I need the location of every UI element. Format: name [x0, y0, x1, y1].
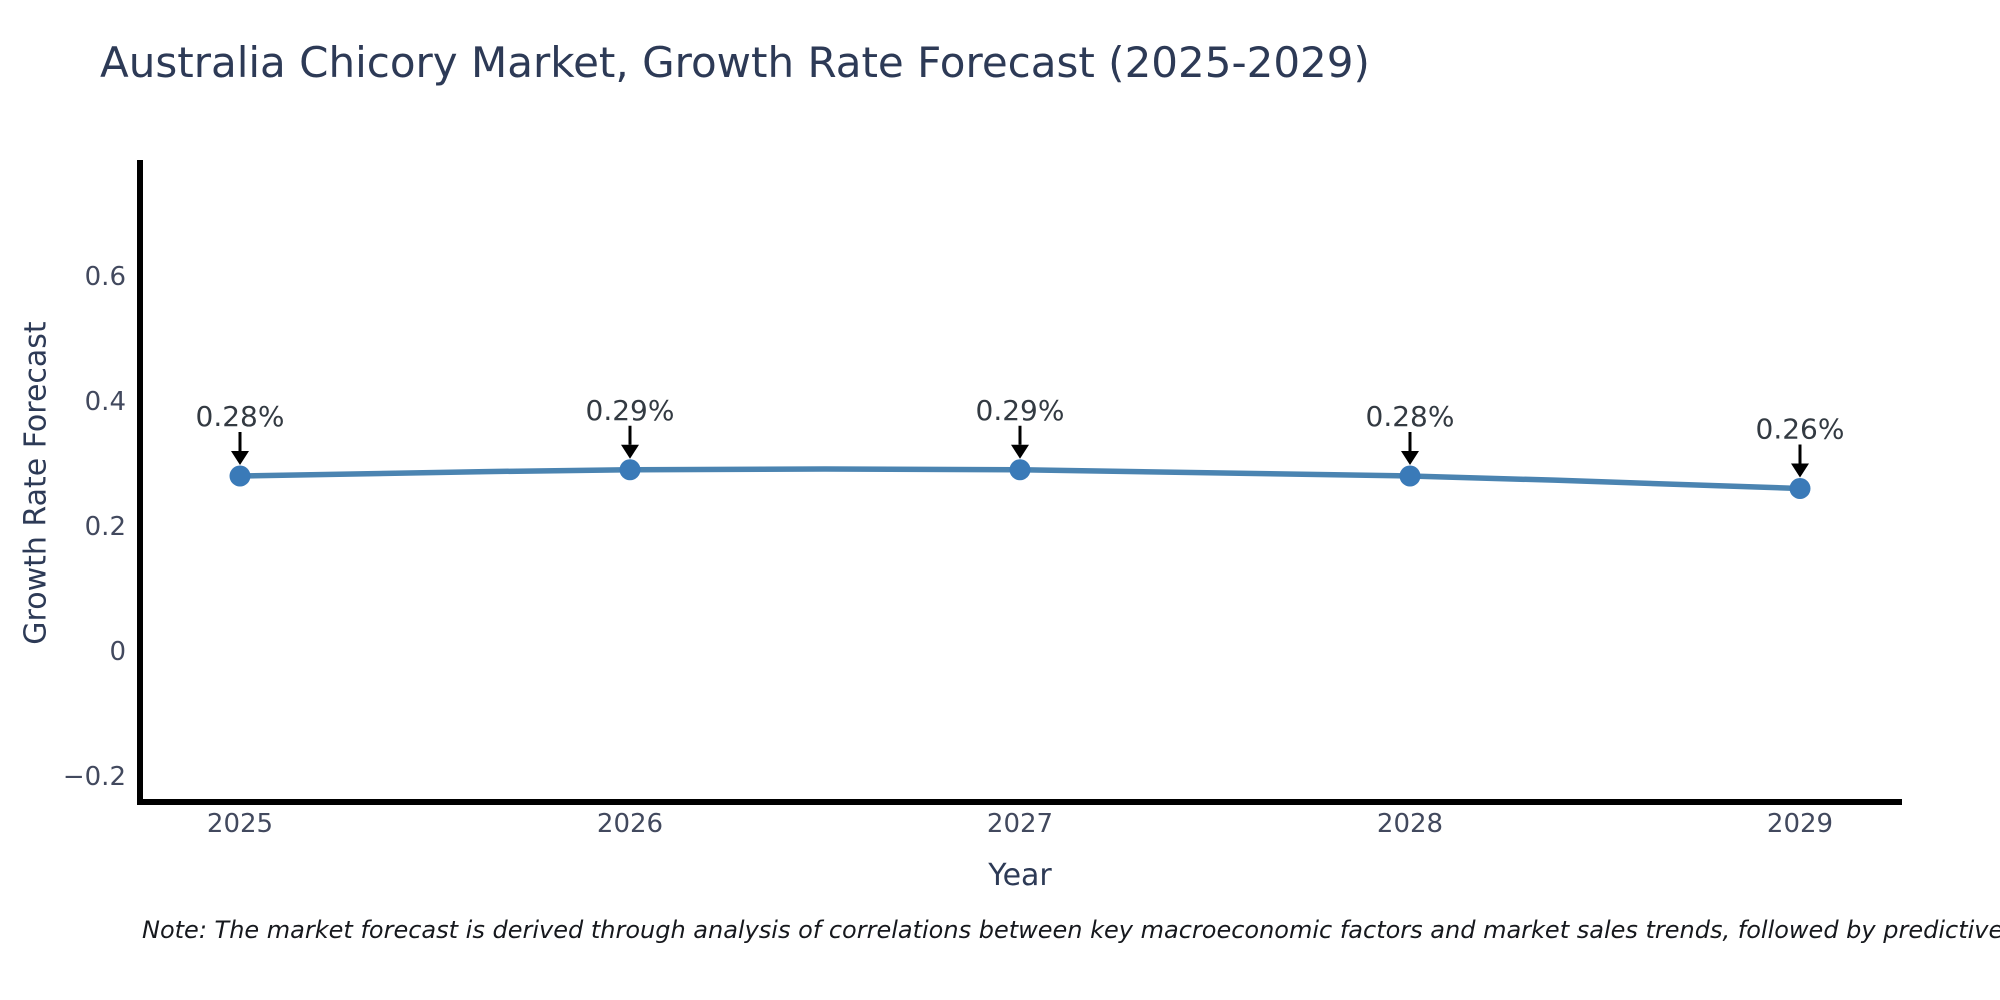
annotation-arrow-head [231, 451, 249, 465]
y-tick-label: −0.2 [63, 762, 126, 792]
y-tick-label: 0 [109, 637, 126, 667]
y-tick-label: 0.2 [85, 512, 126, 542]
annotation-arrow-head [621, 444, 639, 459]
data-point-marker [1399, 465, 1421, 487]
point-annotation-label: 0.29% [586, 394, 675, 427]
point-annotation-label: 0.28% [196, 400, 285, 433]
x-axis-title: Year [988, 858, 1052, 893]
annotation-arrow-head [1401, 451, 1419, 465]
x-tick-label: 2028 [1377, 809, 1443, 839]
data-point-marker [619, 459, 641, 481]
data-point-marker [229, 465, 251, 487]
x-tick-label: 2027 [987, 809, 1053, 839]
annotation-arrow-head [1791, 463, 1809, 478]
x-tick-label: 2029 [1767, 809, 1833, 839]
chart-title: Australia Chicory Market, Growth Rate Fo… [100, 38, 1370, 87]
y-tick-label: 0.6 [85, 262, 126, 292]
point-annotation-label: 0.28% [1366, 400, 1455, 433]
footnote: Note: The market forecast is derived thr… [142, 916, 2000, 944]
x-tick-label: 2025 [207, 809, 273, 839]
point-annotation-label: 0.26% [1756, 413, 1845, 446]
point-annotation-label: 0.29% [976, 394, 1065, 427]
data-point-marker [1009, 459, 1031, 481]
x-tick-label: 2026 [597, 809, 663, 839]
annotation-arrow-head [1011, 444, 1029, 459]
data-point-marker [1789, 478, 1811, 499]
y-tick-label: 0.4 [85, 387, 126, 417]
